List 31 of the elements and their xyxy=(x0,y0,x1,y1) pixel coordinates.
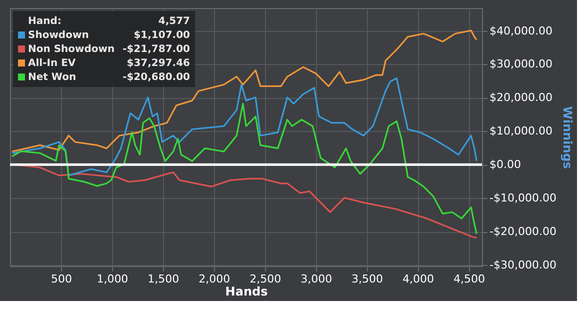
annotation: $1,107.00 xyxy=(134,30,190,41)
y-tick-label: $0.00 xyxy=(490,158,521,172)
x-tick-label: 3,000 xyxy=(300,272,332,286)
y-tick-label: $20,000.00 xyxy=(490,91,552,104)
y-tick-label: $10,000.00 xyxy=(490,124,552,138)
annotation: Hand: xyxy=(28,16,62,27)
x-tick-label: 4,000 xyxy=(402,272,434,286)
x-tick-label: 2,000 xyxy=(198,272,230,286)
annotation: $37,297.46 xyxy=(126,58,190,69)
x-tick-label: 2,500 xyxy=(250,272,282,286)
annotation: -$21,787.00 xyxy=(122,44,190,55)
y-axis-title: Winnings xyxy=(560,106,574,169)
y-tick-label: -$20,000.00 xyxy=(490,225,556,238)
x-tick-label: 1,000 xyxy=(96,272,128,286)
legend-label: Non Showdown xyxy=(28,44,115,55)
x-tick-label: 4,500 xyxy=(453,272,485,286)
y-tick-label: $30,000.00 xyxy=(490,58,552,71)
line-series xyxy=(11,102,478,235)
x-tick-label: 500 xyxy=(50,272,72,286)
x-tick-label: 3,500 xyxy=(352,272,384,286)
legend-label: All-In EV xyxy=(28,58,76,69)
x-tick-label: 1,500 xyxy=(148,272,180,286)
annotation: -$20,680.00 xyxy=(122,72,190,83)
legend-label: Net Won xyxy=(28,72,76,83)
legend-label: Showdown xyxy=(28,30,89,41)
y-tick-label: -$10,000.00 xyxy=(490,192,556,205)
line-series xyxy=(11,30,478,152)
y-tick-label: -$30,000.00 xyxy=(490,258,556,272)
annotation: 4,577 xyxy=(158,16,190,27)
y-tick-label: $40,000.00 xyxy=(490,24,552,38)
x-axis-title: Hands xyxy=(225,284,268,298)
